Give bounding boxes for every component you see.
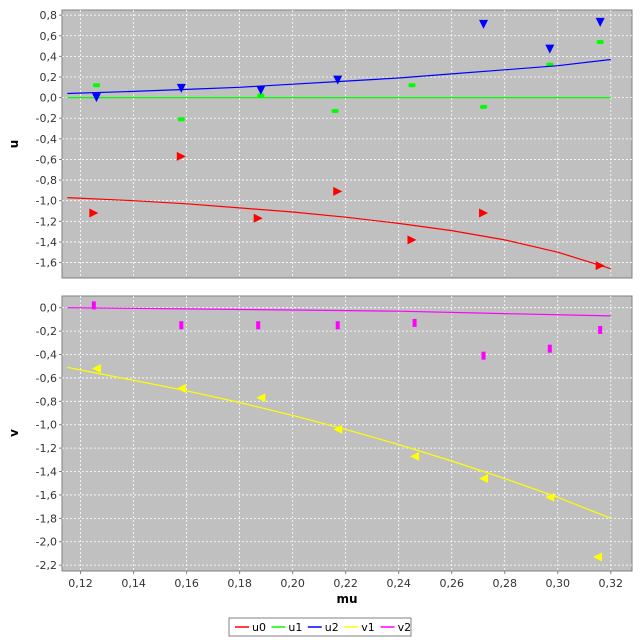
x-tick-label: 0,14: [121, 577, 146, 590]
point-u0: [595, 261, 605, 271]
x-axis-label: mu: [336, 592, 357, 606]
point-v1: [545, 492, 555, 502]
y-tick-label: -1,4: [36, 236, 57, 249]
y-tick-label: -1,6: [36, 489, 57, 502]
point-u0: [253, 213, 263, 223]
y-tick-label: 0,2: [40, 71, 58, 84]
point-u0: [479, 208, 489, 218]
y-tick-label: -0,8: [36, 395, 57, 408]
point-v1: [176, 383, 186, 393]
y-tick-label: -0,4: [36, 349, 57, 362]
x-tick-label: 0,26: [439, 577, 464, 590]
curve-v1: [67, 366, 612, 519]
panel-u: -1,6 -1,4 -1,2 -1,0 -0,8 -0,6 -0,4 -0,2 0,0 0,2 0,…: [7, 9, 633, 279]
point-u1: [480, 104, 488, 109]
y-tick-label: -1,2: [36, 215, 57, 228]
y-tick-label: 0,8: [40, 9, 58, 22]
point-v2: [335, 321, 340, 330]
curve-u0: [67, 197, 611, 270]
y-tick-label: -2,0: [36, 536, 57, 549]
point-v2: [598, 325, 603, 334]
point-u2: [479, 19, 489, 29]
series-u2: [67, 17, 611, 103]
legend: u0 u1 u2 v1 v2: [228, 617, 412, 637]
point-v1: [479, 474, 489, 484]
series-v1: [67, 364, 612, 562]
x-tick-label: 0,20: [280, 577, 305, 590]
point-v2: [256, 321, 261, 330]
point-v2: [412, 318, 417, 327]
y-axis-label-u: u: [7, 140, 21, 149]
curve-v2: [67, 307, 611, 317]
y-tick-label: -0,4: [36, 133, 57, 146]
point-v1: [256, 393, 266, 403]
x-tick-label: 0,30: [546, 577, 571, 590]
y-tick-label: -0,2: [36, 112, 57, 125]
y-tick-label: -1,0: [36, 419, 57, 432]
point-u2: [595, 17, 605, 27]
legend-label-v2: v2: [398, 621, 412, 634]
series-u1: [67, 39, 611, 122]
point-u1: [92, 83, 100, 88]
x-tick-label: 0,32: [599, 577, 624, 590]
point-u1: [596, 39, 604, 44]
y-tick-label: -2,2: [36, 559, 57, 572]
plot-area-v: [61, 295, 633, 572]
point-v1: [333, 424, 343, 434]
x-tick-label: 0,28: [492, 577, 517, 590]
point-v2: [179, 321, 184, 330]
point-u1: [257, 93, 265, 98]
point-u0: [176, 151, 186, 161]
series-v2: [67, 301, 611, 360]
point-v2: [91, 301, 96, 310]
point-u0: [89, 208, 99, 218]
panel-v: -2,2 -2,0 -1,8 -1,6 -1,4 -1,2 -1,0 -0,8 -0,6 -0,4…: [7, 295, 633, 572]
y-tick-label: -0,8: [36, 174, 57, 187]
legend-label-u2: u2: [325, 621, 339, 634]
point-u2: [256, 85, 266, 95]
y-tick-label: -0,6: [36, 372, 57, 385]
point-v2: [481, 351, 486, 360]
x-tick-label: 0,18: [227, 577, 252, 590]
point-v1: [91, 364, 101, 374]
y-tick-label: -1,8: [36, 512, 57, 525]
y-axis-label-v: v: [7, 429, 21, 437]
y-tick-label: 0,0: [40, 92, 58, 105]
y-tick-label: -1,6: [36, 257, 57, 270]
y-tick-label: -0,2: [36, 325, 57, 338]
y-tick-label: 0,4: [40, 50, 58, 63]
legend-label-v1: v1: [361, 621, 375, 634]
legend-label-u1: u1: [288, 621, 302, 634]
x-tick-label: 0,12: [68, 577, 93, 590]
y-tick-label: 0,6: [40, 30, 58, 43]
curve-u2: [67, 58, 611, 95]
point-u2: [333, 75, 343, 85]
y-tick-label: -1,4: [36, 466, 57, 479]
x-tick-label: 0,22: [333, 577, 358, 590]
point-u2: [545, 44, 555, 54]
point-u1: [331, 109, 339, 114]
y-tick-label: -0,6: [36, 153, 57, 166]
legend-label-u0: u0: [252, 621, 266, 634]
point-u0: [407, 235, 417, 245]
series-u0: [67, 151, 611, 271]
point-u1: [177, 117, 185, 122]
point-v1: [410, 451, 420, 461]
x-tick-label: 0,16: [174, 577, 199, 590]
plot-area-u: [61, 9, 633, 279]
y-tick-label: -1,2: [36, 442, 57, 455]
point-v1: [593, 552, 603, 562]
y-tick-label: 0,0: [40, 302, 58, 315]
point-u0: [333, 186, 343, 196]
y-tick-label: -1,0: [36, 195, 57, 208]
point-v2: [547, 344, 552, 353]
x-tick-label: 0,24: [386, 577, 411, 590]
point-u2: [91, 93, 101, 103]
point-u2: [176, 83, 186, 93]
point-u1: [408, 83, 416, 88]
